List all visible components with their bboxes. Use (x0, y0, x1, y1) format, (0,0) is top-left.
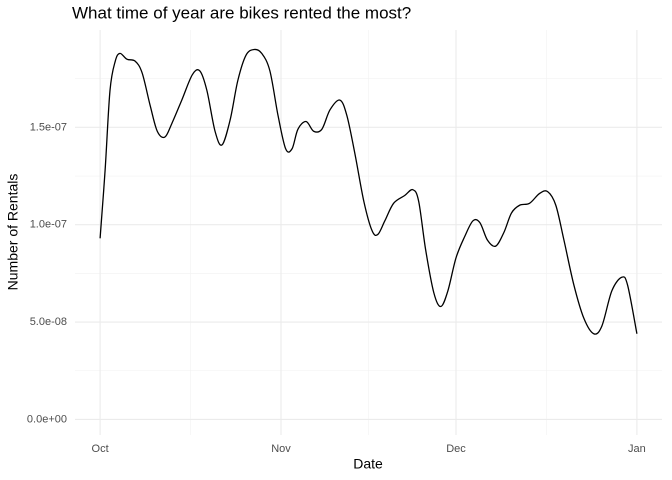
x-tick-label: Nov (271, 443, 291, 455)
x-tick-label: Dec (446, 443, 466, 455)
y-tick-label: 0.0e+00 (27, 413, 67, 425)
y-tick-label: 1.0e-07 (30, 219, 67, 231)
x-tick-label: Oct (92, 443, 109, 455)
x-axis-title: Date (353, 456, 383, 472)
y-axis-title: Number of Rentals (5, 174, 21, 291)
chart-title: What time of year are bikes rented the m… (72, 3, 411, 22)
density-line (99, 48, 638, 335)
y-tick-label: 1.5e-07 (30, 121, 67, 133)
x-tick-label: Jan (628, 443, 646, 455)
y-tick-label: 5.0e-08 (30, 316, 67, 328)
